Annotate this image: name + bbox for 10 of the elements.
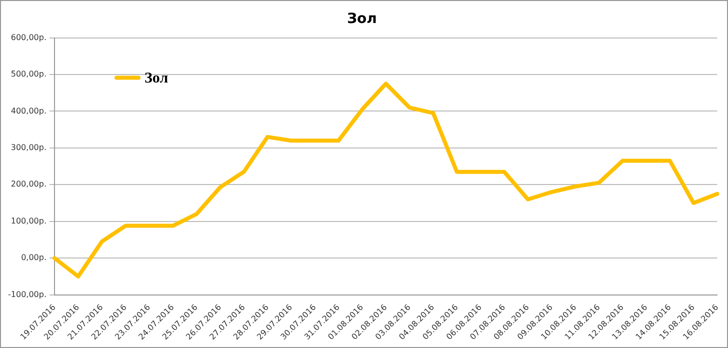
- chart-title: Зол: [347, 11, 377, 28]
- y-tick-label: 300,00р.: [10, 143, 46, 152]
- y-tick-label: -100,00р.: [8, 290, 46, 299]
- y-tick-label: 500,00р.: [10, 70, 46, 79]
- y-tick-label: 400,00р.: [10, 106, 46, 116]
- y-tick-label: 0,00р.: [21, 253, 46, 262]
- y-tick-label: 600,00р.: [10, 32, 46, 42]
- y-tick-label: 100,00р.: [10, 216, 46, 226]
- legend-label: Зол: [144, 70, 169, 87]
- y-tick-label: 200,00р.: [10, 180, 46, 189]
